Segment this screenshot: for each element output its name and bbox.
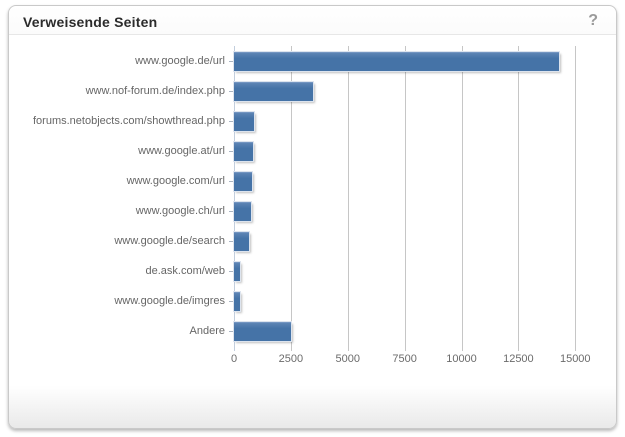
referring-pages-widget: Verweisende Seiten ? www.google.de/url ww… xyxy=(8,5,617,429)
bar[interactable] xyxy=(233,260,241,282)
category-label: Andere xyxy=(189,325,225,337)
category-label: de.ask.com/web xyxy=(145,265,225,277)
bar[interactable] xyxy=(232,110,256,132)
bar-row xyxy=(233,136,598,166)
category-row: www.google.de/imgres xyxy=(23,286,234,316)
category-tick xyxy=(229,150,234,152)
bar-row xyxy=(232,196,598,226)
value-tick-label: 0 xyxy=(230,353,238,365)
category-tick xyxy=(229,60,234,62)
bar[interactable] xyxy=(233,230,250,252)
category-tick xyxy=(229,120,234,122)
category-tick xyxy=(229,330,234,332)
category-label: www.google.at/url xyxy=(138,145,225,157)
category-tick xyxy=(229,180,234,182)
category-tick xyxy=(229,210,234,212)
value-tick-label: 10000 xyxy=(446,353,477,365)
bar[interactable] xyxy=(233,170,253,192)
category-label: www.google.de/search xyxy=(114,235,225,247)
value-tick-label: 5000 xyxy=(335,353,360,365)
bar[interactable] xyxy=(232,80,315,102)
gridline xyxy=(518,46,520,351)
bar[interactable] xyxy=(232,200,253,222)
bar-row xyxy=(233,316,598,346)
bar-row xyxy=(232,46,598,76)
widget-header: Verweisende Seiten ? xyxy=(9,6,616,35)
bar-row xyxy=(233,256,598,286)
plot-area: 0 2500 5000 7500 10000 12500 15000 xyxy=(230,46,598,368)
category-row: Andere xyxy=(23,316,234,346)
category-row: www.google.ch/url xyxy=(23,196,234,226)
bar[interactable] xyxy=(233,290,241,312)
gridline xyxy=(404,46,406,351)
help-icon[interactable]: ? xyxy=(588,12,598,29)
category-row: www.google.at/url xyxy=(23,136,234,166)
category-axis: www.google.de/url www.nof-forum.de/index.… xyxy=(23,46,234,368)
category-label: www.google.de/imgres xyxy=(114,295,225,307)
gridline xyxy=(290,46,292,351)
category-tick xyxy=(229,270,234,272)
bar[interactable] xyxy=(233,320,292,342)
category-label: www.nof-forum.de/index.php xyxy=(85,85,225,97)
value-tick-label: 7500 xyxy=(392,353,417,365)
value-tick-label: 12500 xyxy=(503,353,534,365)
axis-line xyxy=(234,46,235,351)
gridline xyxy=(347,46,349,351)
gridline xyxy=(461,46,463,351)
bar[interactable] xyxy=(232,50,561,72)
bar[interactable] xyxy=(233,140,254,162)
value-tick-label: 2500 xyxy=(278,353,304,365)
category-tick xyxy=(229,300,234,302)
category-label: www.google.ch/url xyxy=(135,205,225,217)
category-tick xyxy=(229,90,234,92)
category-row: de.ask.com/web xyxy=(23,256,234,286)
bar-row xyxy=(232,76,598,106)
category-row: forums.netobjects.com/showthread.php xyxy=(23,106,234,136)
bar-row xyxy=(232,106,598,136)
category-label: forums.netobjects.com/showthread.php xyxy=(33,115,225,127)
category-label: www.google.com/url xyxy=(126,175,225,187)
bar-row xyxy=(233,166,598,196)
category-row: www.google.de/search xyxy=(23,226,234,256)
widget-title: Verweisende Seiten xyxy=(23,14,158,30)
category-label: www.google.de/url xyxy=(135,55,225,67)
bars-layer xyxy=(232,46,598,346)
bar-chart: www.google.de/url www.nof-forum.de/index.… xyxy=(23,46,598,368)
category-tick xyxy=(229,240,234,242)
gridline xyxy=(575,46,577,351)
bar-row xyxy=(233,286,598,316)
category-row: www.nof-forum.de/index.php xyxy=(23,76,234,106)
bar-row xyxy=(233,226,598,256)
value-axis: 0 2500 5000 7500 10000 12500 15000 xyxy=(230,346,598,368)
category-row: www.google.com/url xyxy=(23,166,234,196)
category-row: www.google.de/url xyxy=(23,46,234,76)
value-tick-label: 15000 xyxy=(559,353,591,365)
